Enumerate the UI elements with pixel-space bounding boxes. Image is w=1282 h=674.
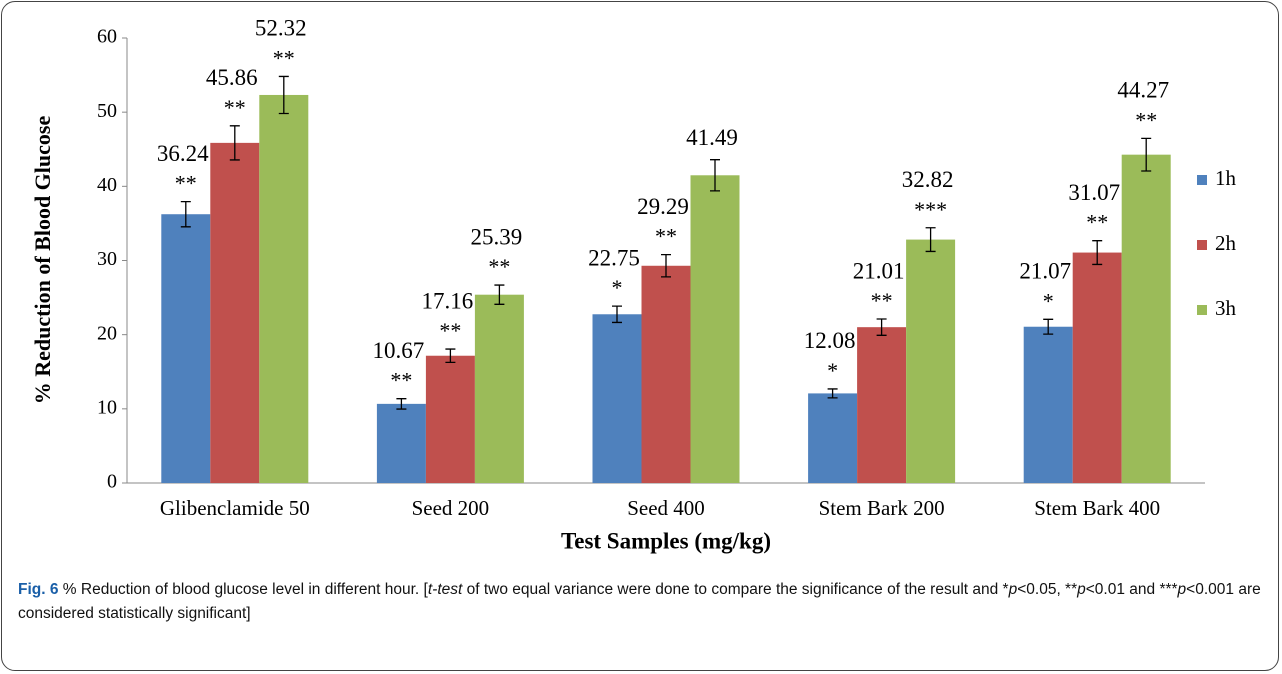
bar bbox=[376, 403, 426, 483]
error-bar bbox=[925, 227, 936, 253]
significance-label: *** bbox=[914, 197, 947, 222]
caption-text: <0.001 are considered statistically sign… bbox=[18, 581, 1261, 622]
value-label: 12.08 bbox=[804, 328, 856, 353]
caption-text: p bbox=[1077, 581, 1086, 598]
y-tick-label: 0 bbox=[107, 471, 117, 493]
value-label: 44.27 bbox=[1117, 78, 1169, 103]
significance-label: ** bbox=[655, 224, 677, 249]
caption-text: of two equal variance were done to compa… bbox=[462, 581, 1009, 598]
value-label: 22.75 bbox=[588, 245, 640, 270]
legend-label: 1h bbox=[1215, 166, 1237, 190]
bar bbox=[210, 142, 260, 483]
error-bar bbox=[396, 398, 407, 410]
error-bar bbox=[494, 284, 505, 305]
value-label: 45.86 bbox=[206, 65, 258, 90]
x-tick-label: Seed 400 bbox=[627, 496, 705, 520]
x-tick-label: Seed 200 bbox=[412, 496, 490, 520]
x-tick-label: Stem Bark 200 bbox=[819, 496, 945, 520]
error-bar bbox=[1043, 318, 1054, 335]
legend-swatch bbox=[1197, 240, 1207, 250]
bar bbox=[808, 393, 858, 483]
error-bar bbox=[180, 200, 191, 228]
caption-text: <0.01 and *** bbox=[1085, 581, 1178, 598]
bar bbox=[425, 355, 475, 483]
significance-label: ** bbox=[1086, 210, 1108, 235]
y-tick-label: 20 bbox=[97, 322, 117, 344]
caption-text: % Reduction of blood glucose level in di… bbox=[58, 581, 428, 598]
y-tick-label: 10 bbox=[97, 396, 117, 418]
legend-label: 3h bbox=[1215, 296, 1237, 320]
value-label: 21.01 bbox=[853, 258, 905, 283]
significance-label: ** bbox=[390, 368, 412, 393]
x-tick-label: Stem Bark 400 bbox=[1034, 496, 1160, 520]
bar bbox=[906, 239, 956, 483]
significance-label: ** bbox=[488, 254, 510, 279]
significance-label: ** bbox=[224, 95, 246, 120]
bar bbox=[474, 294, 524, 483]
value-label: 29.29 bbox=[637, 194, 689, 219]
value-label: 36.24 bbox=[157, 141, 209, 166]
y-axis-title: % Reduction of Blood Glucose bbox=[30, 116, 55, 405]
value-label: 25.39 bbox=[471, 224, 523, 249]
chart: % Reduction of Blood Glucose Test Sample… bbox=[30, 16, 1237, 554]
y-tick-label: 40 bbox=[97, 174, 117, 196]
significance-label: * bbox=[827, 358, 838, 383]
bar bbox=[690, 175, 740, 483]
caption-text: p bbox=[1177, 581, 1187, 598]
caption-label: Fig. 6 bbox=[18, 581, 59, 598]
significance-label: * bbox=[1043, 288, 1054, 313]
bar bbox=[161, 214, 211, 483]
value-label: 10.67 bbox=[373, 338, 425, 363]
significance-label: ** bbox=[439, 318, 461, 343]
bar bbox=[857, 327, 907, 483]
error-bar bbox=[827, 388, 838, 399]
error-bar bbox=[1092, 240, 1103, 266]
y-tick-label: 50 bbox=[97, 100, 117, 122]
error-bar bbox=[661, 253, 671, 278]
bar bbox=[641, 265, 691, 483]
error-bar bbox=[1141, 137, 1152, 172]
legend-swatch bbox=[1197, 175, 1207, 185]
caption-text: t-test bbox=[427, 581, 463, 598]
significance-label: * bbox=[612, 275, 623, 300]
bar bbox=[592, 314, 642, 483]
error-bar bbox=[876, 318, 887, 336]
value-label: 31.07 bbox=[1068, 180, 1120, 205]
value-label: 52.32 bbox=[255, 16, 307, 41]
bar bbox=[259, 94, 309, 484]
error-bar bbox=[445, 348, 456, 364]
legend-swatch bbox=[1197, 305, 1207, 315]
significance-label: ** bbox=[273, 45, 295, 70]
value-label: 17.16 bbox=[422, 288, 474, 313]
y-tick-label: 30 bbox=[97, 248, 117, 270]
x-tick-label: Glibenclamide 50 bbox=[160, 496, 310, 520]
caption-text: p bbox=[1008, 581, 1018, 598]
significance-label: ** bbox=[175, 171, 197, 196]
value-label: 41.49 bbox=[686, 125, 738, 150]
significance-label: ** bbox=[1135, 107, 1157, 132]
caption-text: <0.05, ** bbox=[1017, 581, 1078, 598]
caption: Fig. 6 % Reduction of blood glucose leve… bbox=[18, 578, 1268, 626]
bar bbox=[1023, 326, 1073, 483]
value-label: 21.07 bbox=[1019, 259, 1071, 284]
error-bar bbox=[229, 125, 240, 161]
error-bar bbox=[710, 159, 720, 192]
y-tick-label: 60 bbox=[97, 26, 117, 48]
x-axis-title: Test Samples (mg/kg) bbox=[561, 528, 771, 553]
error-bar bbox=[278, 75, 289, 115]
bar bbox=[1072, 252, 1122, 483]
significance-label: ** bbox=[871, 288, 893, 313]
bar bbox=[1121, 154, 1171, 483]
legend-label: 2h bbox=[1215, 231, 1237, 255]
error-bar bbox=[612, 305, 622, 324]
value-label: 32.82 bbox=[902, 167, 954, 192]
